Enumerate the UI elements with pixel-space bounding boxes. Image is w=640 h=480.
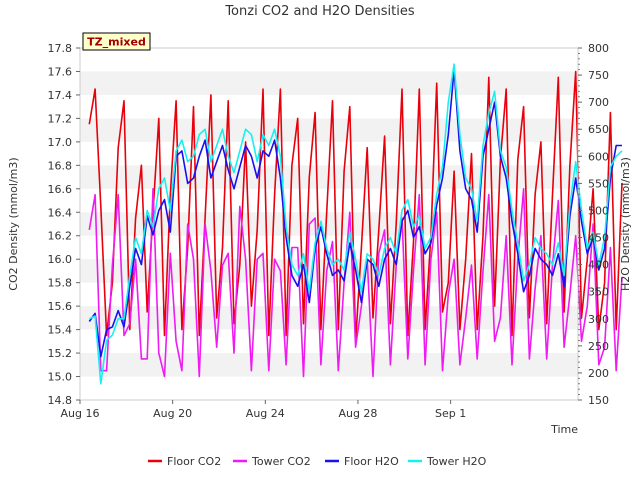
legend-item: Tower H2O: [408, 455, 487, 468]
x-tick-label: Aug 16: [61, 407, 100, 420]
y-right-tick-label: 550: [588, 177, 609, 190]
y-left-tick-label: 17.4: [48, 89, 73, 102]
x-tick-label: Aug 28: [338, 407, 377, 420]
y-left-tick-label: 17.0: [48, 136, 73, 149]
x-tick-label: Aug 20: [153, 407, 192, 420]
legend-label: Floor CO2: [167, 455, 221, 468]
y-right-tick-label: 250: [588, 340, 609, 353]
series-layer: [88, 63, 623, 385]
y-axis-right: 150 200 250 300 350 400 450 500 550 600 650 700 750 8…: [578, 42, 609, 407]
y-right-tick-label: 650: [588, 123, 609, 136]
chart-title: Tonzi CO2 and H2O Densities: [224, 4, 415, 19]
y-right-tick-label: 450: [588, 232, 609, 245]
series-line-tower-co2: [88, 188, 623, 378]
legend-label: Tower CO2: [251, 455, 311, 468]
site-badge: TZ_mixed: [82, 32, 151, 51]
y-right-tick-label: 350: [588, 286, 609, 299]
grid-band: [80, 71, 578, 95]
grid-band: [80, 118, 578, 142]
x-tick-label: Aug 24: [246, 407, 285, 420]
y-right-tick-label: 150: [588, 394, 609, 407]
x-axis-label: Time: [550, 423, 578, 436]
y-left-tick-label: 14.8: [48, 394, 73, 407]
legend-item: Floor H2O: [325, 455, 399, 468]
plot-frame: [79, 47, 579, 401]
y-right-tick-label: 800: [588, 42, 609, 55]
y-left-tick-label: 17.2: [48, 112, 73, 125]
legend-item: Tower CO2: [233, 455, 311, 468]
y-left-tick-label: 15.0: [48, 371, 73, 384]
legend: Floor CO2 Tower CO2 Floor H2O Tower H2O: [148, 455, 487, 468]
y-left-tick-label: 16.6: [48, 183, 73, 196]
y-left-tick-label: 15.8: [48, 277, 73, 290]
y-left-tick-label: 15.4: [48, 324, 73, 337]
y-left-tick-label: 16.2: [48, 230, 73, 243]
legend-label: Floor H2O: [344, 455, 399, 468]
series-line-floor-h2o: [88, 68, 622, 358]
y-left-tick-label: 16.8: [48, 159, 73, 172]
y-right-tick-label: 500: [588, 204, 609, 217]
legend-label: Tower H2O: [426, 455, 487, 468]
y-right-tick-label: 700: [588, 96, 609, 109]
site-badge-label: TZ_mixed: [87, 36, 146, 49]
x-tick-label: Sep 1: [435, 407, 466, 420]
y-right-tick-label: 300: [588, 313, 609, 326]
grid-band: [80, 353, 578, 377]
y-left-tick-label: 16.0: [48, 253, 73, 266]
y-left-tick-label: 17.6: [48, 65, 73, 78]
series-line-tower-h2o: [88, 63, 623, 385]
y-left-tick-label: 17.8: [48, 42, 73, 55]
legend-item: Floor CO2: [148, 455, 221, 468]
grid-band: [80, 306, 578, 330]
y-left-tick-label: 15.2: [48, 347, 73, 360]
y-axis-right-label: H2O Density (mmol/m3): [619, 157, 632, 291]
y-right-tick-label: 750: [588, 69, 609, 82]
y-axis-left-label: CO2 Density (mmol/m3): [7, 157, 20, 290]
x-axis: Aug 16 Aug 20 Aug 24 Aug 28 Sep 1: [61, 400, 466, 420]
y-left-tick-label: 15.6: [48, 300, 73, 313]
y-right-tick-label: 600: [588, 150, 609, 163]
y-axis-left: 14.8 15.0 15.2 15.4 15.6 15.8 16.0 16.2 16.4 16.6…: [48, 42, 80, 407]
y-right-tick-label: 400: [588, 259, 609, 272]
y-right-tick-label: 200: [588, 367, 609, 380]
y-left-tick-label: 16.4: [48, 206, 73, 219]
